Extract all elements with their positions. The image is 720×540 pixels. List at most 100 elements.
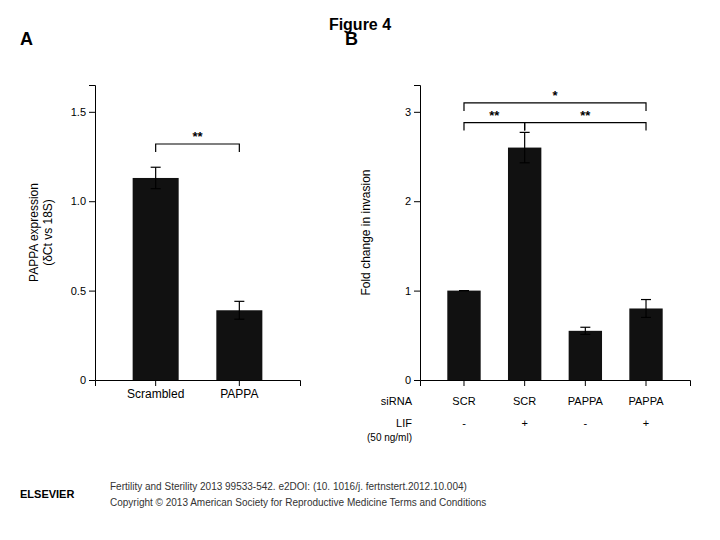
- tick-label: Scrambled: [127, 387, 184, 401]
- tick: [463, 380, 464, 386]
- footer: Fertility and Sterility 2013 99533-542. …: [110, 481, 467, 492]
- panel-label: A: [20, 29, 33, 49]
- row-value: -: [462, 417, 466, 429]
- significance-label: **: [580, 108, 591, 123]
- error-bar-stem: [645, 300, 646, 318]
- tick-label: 0.5: [71, 285, 86, 297]
- bar: [629, 308, 662, 380]
- tick-mark: [89, 291, 95, 292]
- tick-mark: [89, 380, 95, 381]
- row-value: SCR: [452, 395, 475, 407]
- significance-bracket: [525, 123, 646, 131]
- tick: 2: [405, 195, 420, 207]
- row-value: SCR: [513, 395, 536, 407]
- tick: [585, 380, 586, 386]
- error-bar-cap: [641, 317, 651, 318]
- marks: [447, 132, 662, 380]
- panel-label: B: [345, 29, 358, 49]
- tick: 1.5: [71, 106, 95, 118]
- error-bar-stem: [239, 301, 240, 319]
- error-bar-cap: [459, 290, 469, 291]
- bar: [133, 178, 179, 380]
- error-bar: [151, 167, 161, 188]
- tick-label: 2: [405, 195, 411, 207]
- annotations: **: [156, 129, 240, 152]
- error-bar: [641, 300, 651, 318]
- tick-mark: [463, 380, 464, 386]
- tick-label: PAPPA: [220, 387, 258, 401]
- x-axis: [421, 380, 691, 386]
- significance-label: **: [489, 108, 500, 123]
- row-label: LIF: [396, 417, 412, 429]
- significance-label: *: [552, 88, 558, 103]
- tick: 0: [80, 374, 95, 386]
- tick-mark: [89, 112, 95, 113]
- tick-mark: [524, 380, 525, 386]
- y-axis: 0 0.5 1.0 1.5: [71, 86, 96, 387]
- error-bar-cap: [151, 188, 161, 189]
- tick-mark: [155, 380, 156, 386]
- tick: Scrambled: [127, 380, 184, 401]
- axis-line: [421, 381, 691, 387]
- tick-mark: [414, 112, 420, 113]
- tick-mark: [239, 380, 240, 386]
- error-bar-cap: [459, 290, 469, 291]
- tick-mark: [585, 380, 586, 386]
- tick-label: 1: [405, 285, 411, 297]
- figure-title: Figure 4: [329, 16, 391, 33]
- row-value: +: [521, 417, 527, 429]
- significance-bracket: [464, 123, 525, 131]
- tick-label: 3: [405, 106, 411, 118]
- row-label: siRNA: [381, 395, 413, 407]
- axis-line: [414, 86, 421, 381]
- error-bar: [520, 132, 530, 162]
- y-axis-title: Fold change in invasion: [359, 169, 373, 295]
- significance-bracket: [156, 144, 240, 152]
- y-axis: 0 1 2 3: [405, 86, 421, 387]
- x-axis: Scrambled PAPPA: [96, 380, 301, 401]
- error-bar: [459, 290, 469, 291]
- row-value: PAPPA: [628, 395, 664, 407]
- tick-mark: [414, 291, 420, 292]
- panel: B0123Fold change in invasion*****siRNASC…: [345, 29, 691, 443]
- error-bar-stem: [155, 167, 156, 188]
- error-bar-stem: [585, 327, 586, 334]
- row-value: -: [584, 417, 588, 429]
- marks: [133, 167, 263, 380]
- significance-bracket: [464, 103, 646, 111]
- row-sublabel: (50 ng/ml): [367, 432, 412, 443]
- bar: [447, 291, 480, 380]
- error-bar-cap: [580, 334, 590, 335]
- axis-line: [89, 86, 96, 381]
- tick: [524, 380, 525, 386]
- error-bar-cap: [234, 301, 244, 302]
- tick: 0.5: [71, 285, 95, 297]
- tick: 0: [405, 374, 420, 386]
- tick-mark: [414, 380, 420, 381]
- tick: 3: [405, 106, 420, 118]
- tick: 1.0: [71, 195, 95, 207]
- tick-label: 0: [80, 374, 86, 386]
- tick: PAPPA: [220, 380, 258, 401]
- axis-line: [96, 381, 301, 387]
- footer: Copyright © 2013 American Society for Re…: [110, 497, 486, 508]
- error-bar-cap: [234, 319, 244, 320]
- error-bar-cap: [520, 162, 530, 163]
- row-value: PAPPA: [568, 395, 604, 407]
- bar: [508, 148, 541, 380]
- significance-label: **: [192, 129, 203, 144]
- error-bar-stem: [524, 132, 525, 162]
- tick: 1: [405, 285, 420, 297]
- tick-mark: [89, 201, 95, 202]
- bar: [216, 310, 262, 380]
- tick-label: 1.5: [71, 106, 86, 118]
- panel: A00.51.01.5PAPPA expression(δCt vs 18S)S…: [20, 29, 301, 401]
- error-bar-cap: [520, 132, 530, 133]
- tick-label: 0: [405, 374, 411, 386]
- annotations: *****: [464, 88, 646, 131]
- error-bar-cap: [580, 327, 590, 328]
- row-value: +: [643, 417, 649, 429]
- tick: [646, 380, 647, 386]
- error-bar: [580, 327, 590, 334]
- tick-mark: [646, 380, 647, 386]
